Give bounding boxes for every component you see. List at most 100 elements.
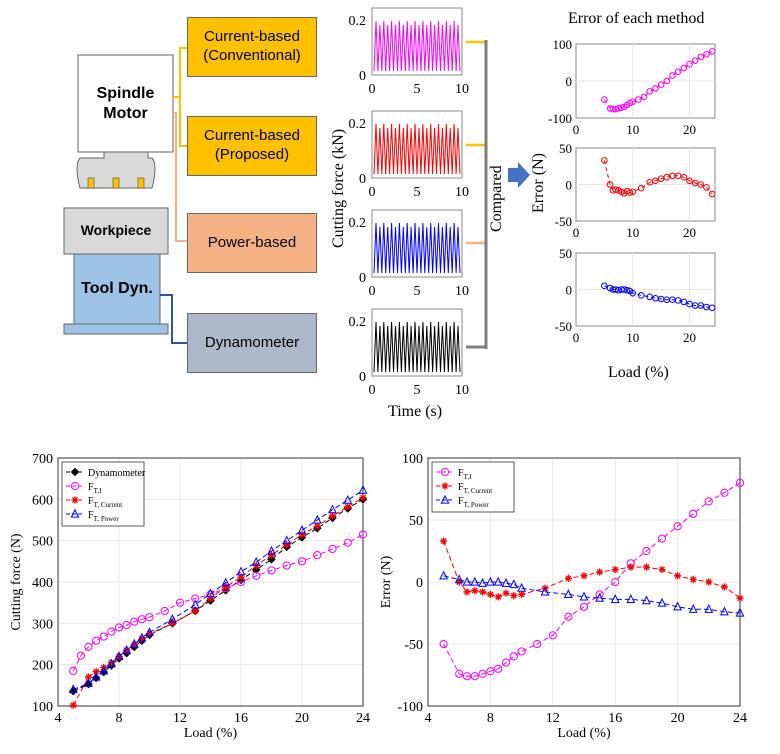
error-mini-point <box>686 177 693 185</box>
data-point <box>130 641 138 649</box>
data-point <box>455 578 463 586</box>
error-mini-point <box>646 88 654 95</box>
legend-marker <box>441 482 449 490</box>
data-point <box>69 666 78 675</box>
error-mini-ytick: 0 <box>566 74 573 89</box>
x-tick-label: 24 <box>356 711 370 726</box>
data-point <box>114 651 124 660</box>
series-line <box>72 534 364 672</box>
data-point <box>471 587 479 595</box>
data-point <box>175 598 185 607</box>
data-point <box>145 613 154 622</box>
data-point <box>657 597 667 607</box>
signal-xtick-label: 5 <box>414 284 421 299</box>
signal-xtick-label: 0 <box>369 284 376 299</box>
data-point <box>455 669 464 678</box>
data-point <box>610 594 620 603</box>
signal-ytick-label: 0.2 <box>349 14 367 29</box>
data-point <box>478 578 488 587</box>
data-point <box>485 576 495 586</box>
x-tick-label: 16 <box>608 711 622 726</box>
compare-arrow-icon <box>508 162 530 188</box>
signal-xtick-label: 0 <box>369 185 376 200</box>
data-point <box>297 557 307 566</box>
error-mini-point <box>691 57 699 64</box>
data-point <box>689 575 697 584</box>
y-tick-label: 700 <box>32 452 53 467</box>
data-point <box>84 673 93 681</box>
legend-marker <box>70 508 80 518</box>
data-point <box>494 593 502 601</box>
error-mini-point <box>612 186 620 193</box>
y-tick-label: 300 <box>32 617 53 632</box>
error-mini-ytick: -100 <box>548 111 572 126</box>
error-mini-point <box>629 98 637 106</box>
error-mini-ytick: 0 <box>566 178 573 193</box>
data-point <box>222 583 230 591</box>
data-point <box>92 636 101 645</box>
x-tick-label: 16 <box>234 711 248 726</box>
data-point <box>69 701 77 709</box>
method-box-proposed: Current-based (Proposed) <box>187 116 317 176</box>
error-mini-point <box>629 188 637 196</box>
x-tick-label: 12 <box>173 711 187 726</box>
data-point <box>540 586 550 596</box>
data-point <box>252 571 261 580</box>
signal-ytick-label: 0 <box>359 271 366 286</box>
chart-1: 4 8 12 16 20 24 100 200 300 400 500 600 700 Load (%) C… <box>9 452 370 741</box>
data-point <box>107 627 116 636</box>
data-point <box>462 672 472 681</box>
error-mini-point <box>697 181 705 188</box>
error-mini-point <box>708 304 716 312</box>
data-point <box>735 607 745 617</box>
data-point <box>129 638 139 648</box>
data-point <box>502 589 510 597</box>
data-point <box>509 579 519 589</box>
data-point <box>486 667 495 676</box>
data-point <box>611 566 619 574</box>
data-point <box>719 606 729 616</box>
data-point <box>563 589 573 598</box>
data-point <box>517 647 526 656</box>
data-point <box>720 488 729 497</box>
signal-ylabel: Cutting force (kN) <box>330 128 347 248</box>
signal-trace <box>373 123 461 175</box>
error-mini-ytick: 50 <box>559 141 572 156</box>
plug-pin <box>137 177 145 189</box>
legend-label-subscript: T,I <box>94 487 103 495</box>
signal-plots: 0.200 5 100.200 5 100.200 5 100.200 5 10 <box>349 7 469 398</box>
tool-box <box>73 253 161 325</box>
data-point <box>328 512 337 520</box>
signal-xtick-label: 10 <box>455 284 469 299</box>
data-point <box>688 604 698 613</box>
signal-xtick-label: 10 <box>455 185 469 200</box>
data-point <box>720 583 728 591</box>
signal-xtick-label: 0 <box>369 383 376 398</box>
data-point <box>479 588 487 596</box>
x-tick-label: 20 <box>671 711 685 726</box>
plug-pin <box>87 177 95 189</box>
legend-label-subscript: T,I <box>464 473 473 481</box>
data-point <box>84 678 93 687</box>
legend-label-subscript: T, Current <box>94 501 123 509</box>
error-mini-point <box>697 53 705 61</box>
error-mini-point <box>652 177 659 185</box>
legend-marker <box>71 496 79 504</box>
data-point <box>674 572 682 580</box>
error-mini-xtick: 20 <box>683 330 696 345</box>
chart-border <box>427 457 741 707</box>
data-point <box>99 665 109 675</box>
data-point <box>564 612 573 621</box>
data-point <box>191 607 199 615</box>
error-mini-point <box>637 292 645 299</box>
data-point <box>167 613 177 623</box>
data-point <box>343 494 353 504</box>
y-tick-label: 500 <box>32 535 53 550</box>
data-point <box>509 652 518 661</box>
data-point <box>454 574 464 584</box>
y-tick-label: 0 <box>416 576 423 591</box>
data-point <box>518 590 526 598</box>
y-tick-label: 600 <box>32 493 53 508</box>
y-tick-label: -50 <box>404 638 423 653</box>
